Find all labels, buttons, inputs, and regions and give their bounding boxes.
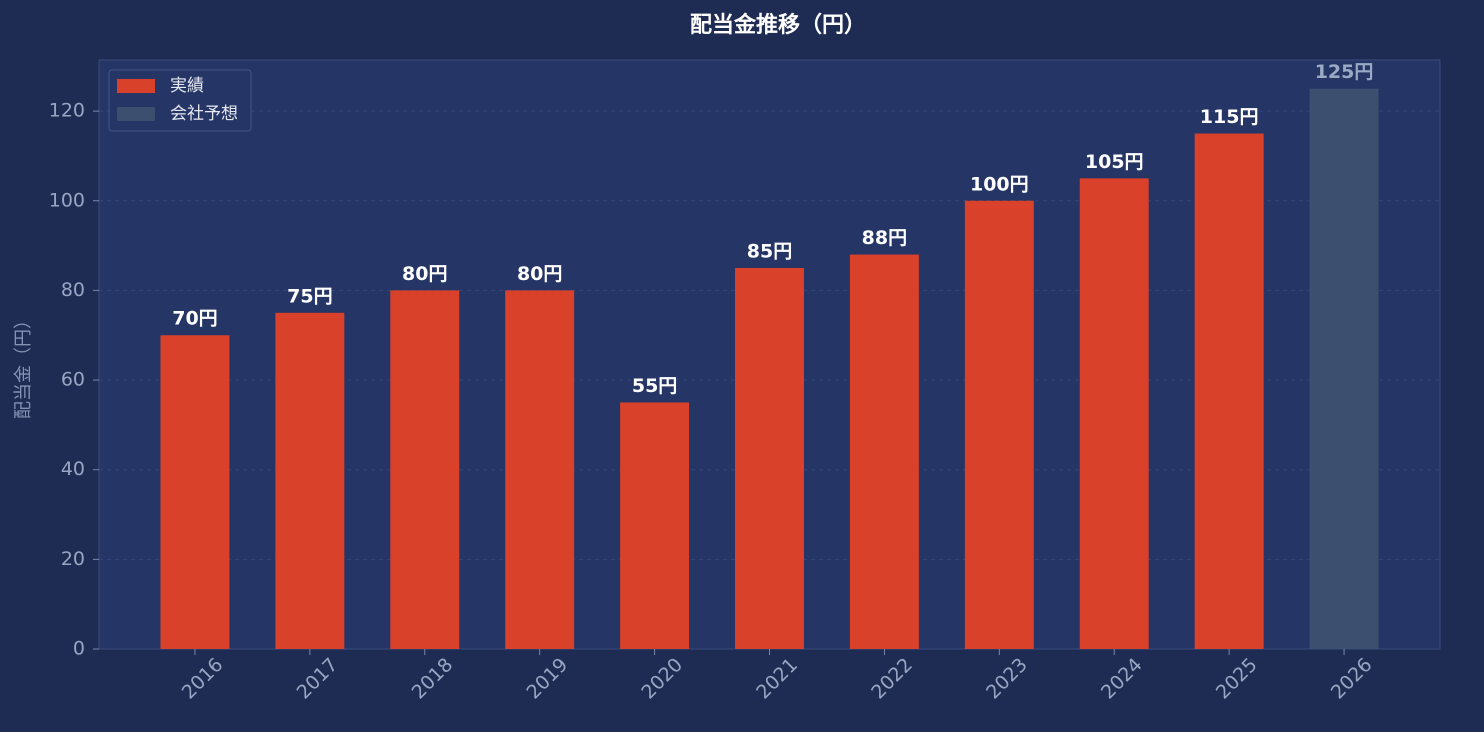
y-tick-label: 0	[73, 638, 85, 660]
bar	[620, 402, 690, 649]
value-label: 80円	[517, 263, 562, 285]
value-label: 100円	[970, 173, 1029, 195]
legend-label: 会社予想	[170, 104, 238, 124]
y-tick-label: 100	[49, 189, 85, 211]
bar	[1079, 178, 1149, 650]
value-label: 85円	[747, 240, 792, 262]
y-axis-label: 配当金（円）	[13, 311, 34, 419]
bar	[1194, 133, 1264, 649]
y-tick-label: 40	[61, 458, 85, 480]
bar	[505, 290, 575, 649]
value-label: 115円	[1200, 106, 1259, 128]
y-tick-label: 120	[49, 100, 85, 122]
value-label: 70円	[172, 308, 217, 330]
bar	[275, 312, 345, 649]
value-label: 75円	[287, 285, 332, 307]
value-label: 88円	[862, 227, 907, 249]
legend-swatch	[117, 79, 155, 93]
bar	[964, 200, 1034, 650]
y-tick-label: 60	[61, 369, 85, 391]
y-tick-label: 20	[61, 548, 85, 570]
value-label: 80円	[402, 263, 447, 285]
legend-label: 実績	[170, 76, 204, 96]
bar	[1309, 88, 1379, 649]
legend-swatch	[117, 107, 155, 121]
bar	[160, 335, 230, 649]
bar	[390, 290, 460, 649]
bar	[735, 267, 804, 649]
bar	[849, 254, 919, 649]
value-label: 105円	[1085, 151, 1144, 173]
chart-title: 配当金推移（円）	[690, 12, 866, 38]
value-label: 125円	[1315, 61, 1374, 83]
y-tick-label: 80	[61, 279, 85, 301]
value-label: 55円	[632, 375, 677, 397]
